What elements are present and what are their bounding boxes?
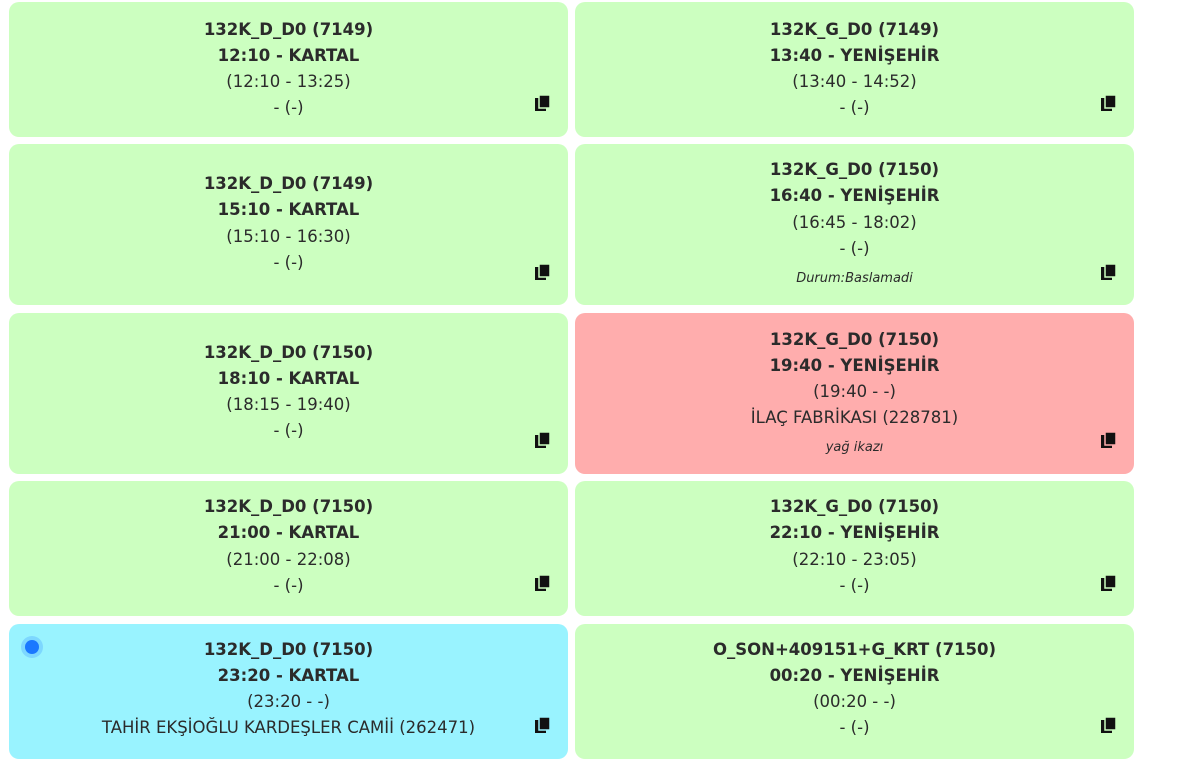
copy-icon[interactable] [1100,263,1118,281]
trip-card[interactable]: 132K_G_D0 (7150) 16:40 - YENİŞEHİR (16:4… [575,144,1134,305]
copy-icon[interactable] [1100,431,1118,449]
trip-time-destination: 13:40 - YENİŞEHİR [769,46,940,65]
trip-card[interactable]: O_SON+409151+G_KRT (7150) 00:20 - YENİŞE… [575,624,1134,759]
trip-stop: TAHİR EKŞİOĞLU KARDEŞLER CAMİİ (262471) [101,718,476,737]
trip-code: 132K_G_D0 (7150) [769,160,940,179]
trip-card[interactable]: 132K_D_D0 (7149) 15:10 - KARTAL (15:10 -… [9,144,568,305]
trip-time-range: (16:45 - 18:02) [792,213,917,232]
trip-card[interactable]: 132K_G_D0 (7149) 13:40 - YENİŞEHİR (13:4… [575,2,1134,137]
trip-time-destination: 12:10 - KARTAL [217,46,360,65]
trip-alert-note: yağ ikazı [825,440,884,455]
trip-time-range: (22:10 - 23:05) [792,550,917,569]
trip-time-destination: 00:20 - YENİŞEHİR [769,666,940,685]
trip-time-destination: 18:10 - KARTAL [217,369,360,388]
trip-time-destination: 19:40 - YENİŞEHİR [769,356,940,375]
trip-stop: - (-) [273,98,304,117]
trip-code: 132K_G_D0 (7150) [769,497,940,516]
trip-time-range: (12:10 - 13:25) [226,72,351,91]
copy-icon[interactable] [534,431,552,449]
trip-time-range: (23:20 - -) [247,692,330,711]
trip-time-destination: 22:10 - YENİŞEHİR [769,523,940,542]
trip-code: 132K_D_D0 (7150) [203,640,374,659]
trip-time-range: (13:40 - 14:52) [792,72,917,91]
active-dot-icon [25,640,39,654]
trip-code: 132K_D_D0 (7149) [203,174,374,193]
trip-status-note: Durum:Baslamadi [796,271,913,286]
trip-time-destination: 16:40 - YENİŞEHİR [769,186,940,205]
trip-time-range: (00:20 - -) [813,692,896,711]
trip-time-range: (15:10 - 16:30) [226,227,351,246]
trip-time-destination: 15:10 - KARTAL [217,200,360,219]
trip-stop: - (-) [273,253,304,272]
trip-card[interactable]: 132K_D_D0 (7150) 21:00 - KARTAL (21:00 -… [9,481,568,616]
copy-icon[interactable] [1100,574,1118,592]
trip-stop: - (-) [839,576,870,595]
copy-icon[interactable] [1100,716,1118,734]
trip-time-range: (21:00 - 22:08) [226,550,351,569]
trip-code: 132K_D_D0 (7150) [203,343,374,362]
trip-code: O_SON+409151+G_KRT (7150) [712,640,997,659]
copy-icon[interactable] [534,716,552,734]
copy-icon[interactable] [534,263,552,281]
trip-stop: - (-) [273,421,304,440]
trip-card-alert[interactable]: 132K_G_D0 (7150) 19:40 - YENİŞEHİR (19:4… [575,313,1134,474]
trip-code: 132K_D_D0 (7150) [203,497,374,516]
copy-icon[interactable] [534,574,552,592]
trip-stop: İLAÇ FABRİKASI (228781) [750,408,959,427]
trip-stop: - (-) [839,718,870,737]
trip-time-range: (18:15 - 19:40) [226,395,351,414]
trip-stop: - (-) [839,98,870,117]
trip-code: 132K_G_D0 (7150) [769,330,940,349]
trip-time-range: (19:40 - -) [813,382,896,401]
trip-card[interactable]: 132K_G_D0 (7150) 22:10 - YENİŞEHİR (22:1… [575,481,1134,616]
trip-time-destination: 23:20 - KARTAL [217,666,360,685]
trip-card[interactable]: 132K_D_D0 (7149) 12:10 - KARTAL (12:10 -… [9,2,568,137]
copy-icon[interactable] [534,94,552,112]
trip-code: 132K_D_D0 (7149) [203,20,374,39]
trip-stop: - (-) [273,576,304,595]
copy-icon[interactable] [1100,94,1118,112]
trip-code: 132K_G_D0 (7149) [769,20,940,39]
trip-card[interactable]: 132K_D_D0 (7150) 18:10 - KARTAL (18:15 -… [9,313,568,474]
trip-card-active[interactable]: 132K_D_D0 (7150) 23:20 - KARTAL (23:20 -… [9,624,568,759]
trip-stop: - (-) [839,239,870,258]
trip-time-destination: 21:00 - KARTAL [217,523,360,542]
